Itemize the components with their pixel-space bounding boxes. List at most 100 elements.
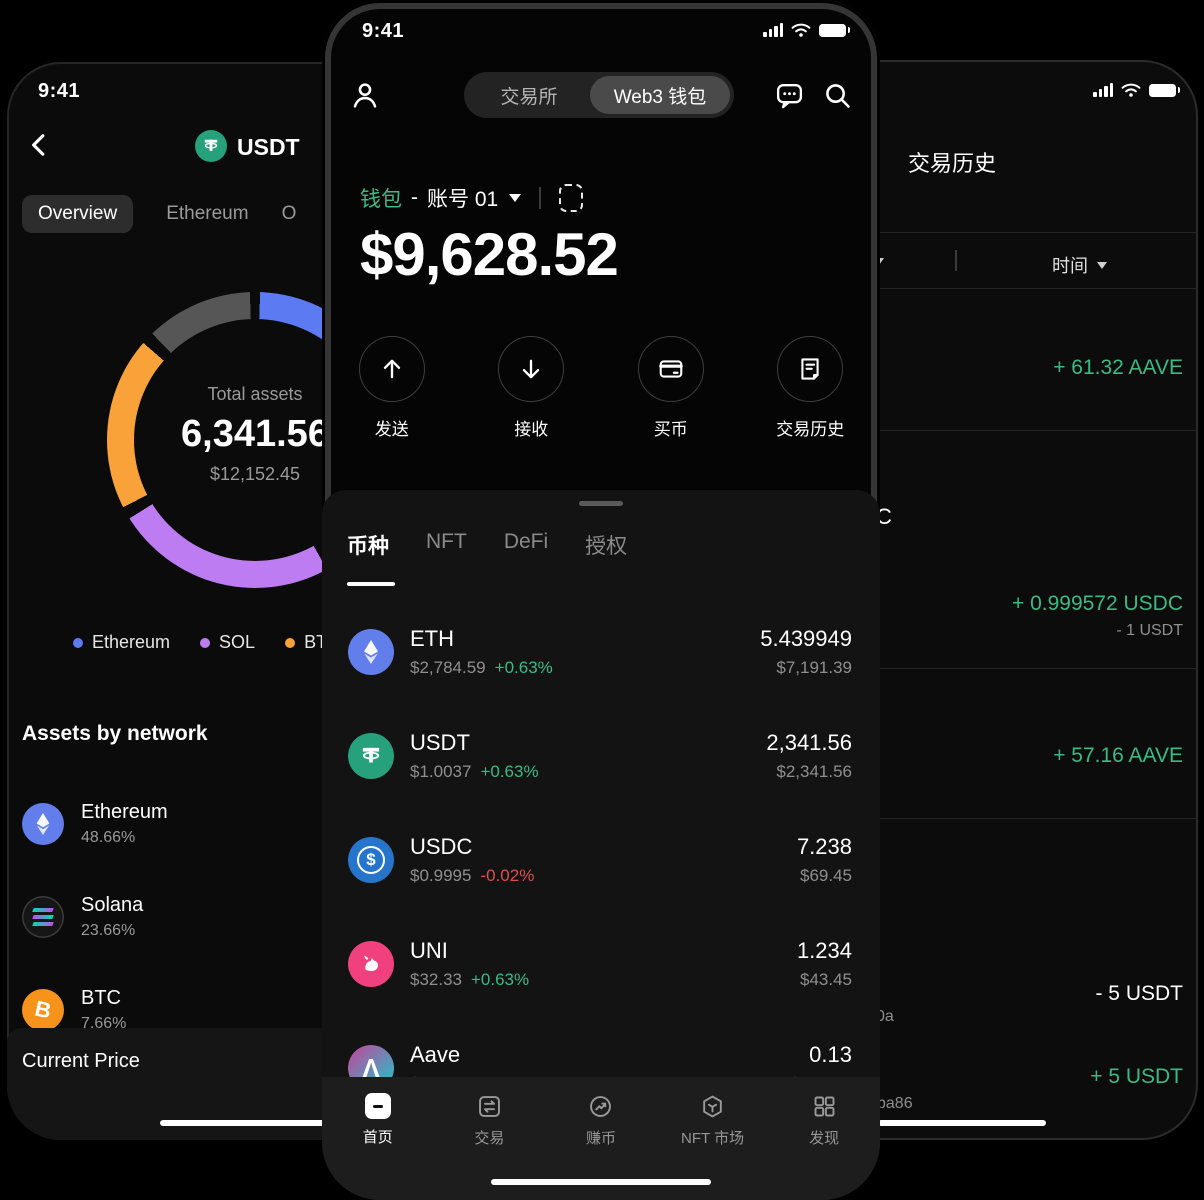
segment-web3-wallet[interactable]: Web3 钱包	[590, 76, 730, 114]
uni-icon	[348, 941, 394, 987]
token-row-usdc[interactable]: $ USDC $0.9995 -0.02% 7.238 $69.45	[322, 808, 880, 912]
separator: -	[411, 186, 418, 209]
filter-time-button[interactable]: 时间	[1052, 252, 1107, 278]
chevron-down-icon	[509, 194, 522, 202]
legend-label: SOL	[219, 632, 256, 652]
drag-handle[interactable]	[579, 501, 623, 506]
token-row-eth[interactable]: ETH $2,784.59 +0.63% 5.439949 $7,191.39	[322, 600, 880, 704]
nav-label: 赚币	[585, 1130, 616, 1147]
network-pct: 7.66%	[81, 1014, 127, 1032]
tx-address-fragment: ba86	[877, 1095, 913, 1112]
send-button[interactable]: 发送	[322, 336, 462, 440]
token-price: $2,784.59	[410, 658, 486, 677]
tx-amount: - 5 USDT	[1095, 982, 1183, 1005]
nft-hexagon-icon	[703, 1095, 722, 1118]
home-icon	[364, 1093, 391, 1119]
token-amount: 7.238	[796, 834, 852, 859]
chevron-down-icon	[1097, 261, 1107, 269]
tx-amount: + 57.16 AAVE	[1053, 744, 1183, 767]
token-row-uni[interactable]: UNI $32.33 +0.63% 1.234 $43.45	[322, 912, 880, 1016]
tab-defi[interactable]: DeFi	[503, 530, 549, 553]
wifi-icon	[1121, 83, 1141, 97]
battery-icon	[1149, 83, 1180, 97]
nav-trade[interactable]: 交易	[434, 1093, 546, 1200]
right-home-indicator	[878, 1120, 1046, 1126]
tx-sub-amount: - 1 USDT	[1116, 622, 1183, 639]
chat-bubble-icon	[776, 83, 802, 108]
token-symbol: UNI	[410, 938, 448, 963]
token-symbol: USDC	[410, 834, 473, 859]
action-label: 接收	[514, 420, 549, 439]
tx-address-fragment: 0a	[876, 1008, 894, 1025]
token-symbol: ETH	[410, 626, 454, 651]
token-amount: 0.13	[809, 1042, 852, 1067]
network-row-solana[interactable]: Solana 23.66%	[22, 870, 392, 963]
token-list: ETH $2,784.59 +0.63% 5.439949 $7,191.39 U…	[322, 600, 880, 1120]
tab-overview[interactable]: Overview	[22, 195, 134, 233]
tab-coins[interactable]: 币种	[347, 535, 389, 558]
segment-exchange[interactable]: 交易所	[500, 86, 558, 108]
tab-approvals[interactable]: 授权	[585, 535, 628, 558]
chevron-left-icon	[32, 134, 45, 156]
buy-crypto-button[interactable]: 买币	[601, 336, 741, 440]
nav-label: NFT 市场	[681, 1130, 745, 1147]
token-change: +0.63%	[480, 762, 539, 781]
nav-nft-market[interactable]: NFT 市场	[657, 1093, 769, 1200]
left-status-time: 9:41	[38, 80, 81, 102]
filter-divider	[955, 250, 957, 271]
tab-partial[interactable]: O	[281, 203, 297, 224]
card-icon	[637, 336, 704, 402]
history-button[interactable]: 交易历史	[741, 336, 881, 440]
divider	[600, 818, 1198, 819]
wallet-label: 钱包	[360, 188, 402, 211]
center-status-time: 9:41	[362, 20, 405, 42]
action-label: 买币	[653, 420, 688, 439]
earn-icon	[590, 1096, 612, 1117]
btc-icon: B	[22, 988, 64, 1031]
profile-button[interactable]	[348, 78, 382, 112]
token-change: +0.63%	[494, 658, 553, 677]
right-status-icons	[1093, 82, 1180, 98]
network-row-ethereum[interactable]: Ethereum 48.66%	[22, 777, 392, 870]
arrow-up-icon	[358, 336, 425, 402]
legend-item-ethereum: Ethereum	[73, 632, 170, 653]
usdc-icon: $	[348, 837, 394, 883]
network-pct: 48.66%	[81, 828, 136, 846]
sheet-tab-bar: 币种 NFT DeFi 授权	[347, 530, 627, 560]
filter-time-label: 时间	[1052, 256, 1088, 276]
token-symbol: USDT	[410, 730, 470, 755]
network-name: Ethereum	[81, 800, 168, 823]
receive-button[interactable]: 接收	[462, 336, 602, 440]
usdt-logo-icon	[195, 130, 227, 162]
nav-label: 发现	[809, 1130, 840, 1147]
network-row-btc[interactable]: B BTC 7.66%	[22, 963, 392, 1056]
token-row-usdt[interactable]: USDT $1.0037 +0.63% 2,341.56 $2,341.56	[322, 704, 880, 808]
tab-ethereum[interactable]: Ethereum	[166, 203, 249, 224]
legend-dot-btc	[285, 637, 296, 648]
center-phone: 9:41 交易所 Web3 钱包	[322, 0, 880, 1200]
ethereum-icon	[22, 802, 64, 845]
token-fiat: $69.45	[800, 866, 852, 885]
signal-icon	[1093, 83, 1113, 97]
nav-home[interactable]: 首页	[322, 1093, 434, 1200]
tab-nft[interactable]: NFT	[426, 530, 467, 553]
divider	[600, 232, 1198, 233]
back-button[interactable]	[23, 128, 57, 162]
donut-center-value: 6,341.56	[181, 413, 329, 455]
token-amount: 1.234	[796, 938, 852, 963]
nav-earn[interactable]: 赚币	[545, 1093, 657, 1200]
token-price: $1.0037	[410, 762, 472, 781]
tx-amount: + 5 USDT	[1090, 1065, 1183, 1088]
solana-icon	[22, 895, 64, 938]
legend-dot-sol	[200, 637, 211, 648]
scan-icon[interactable]	[558, 184, 583, 212]
person-icon	[353, 83, 377, 108]
tx-amount: + 61.32 AAVE	[1053, 356, 1183, 379]
account-selector[interactable]: 钱包 - 账号 01	[360, 183, 583, 213]
token-change: -0.02%	[480, 866, 535, 885]
action-bar: 发送 接收 买币	[322, 336, 880, 440]
nav-discover[interactable]: 发现	[768, 1093, 880, 1200]
grid-icon	[814, 1096, 835, 1117]
search-button[interactable]	[820, 78, 854, 112]
chat-button[interactable]	[772, 78, 806, 112]
